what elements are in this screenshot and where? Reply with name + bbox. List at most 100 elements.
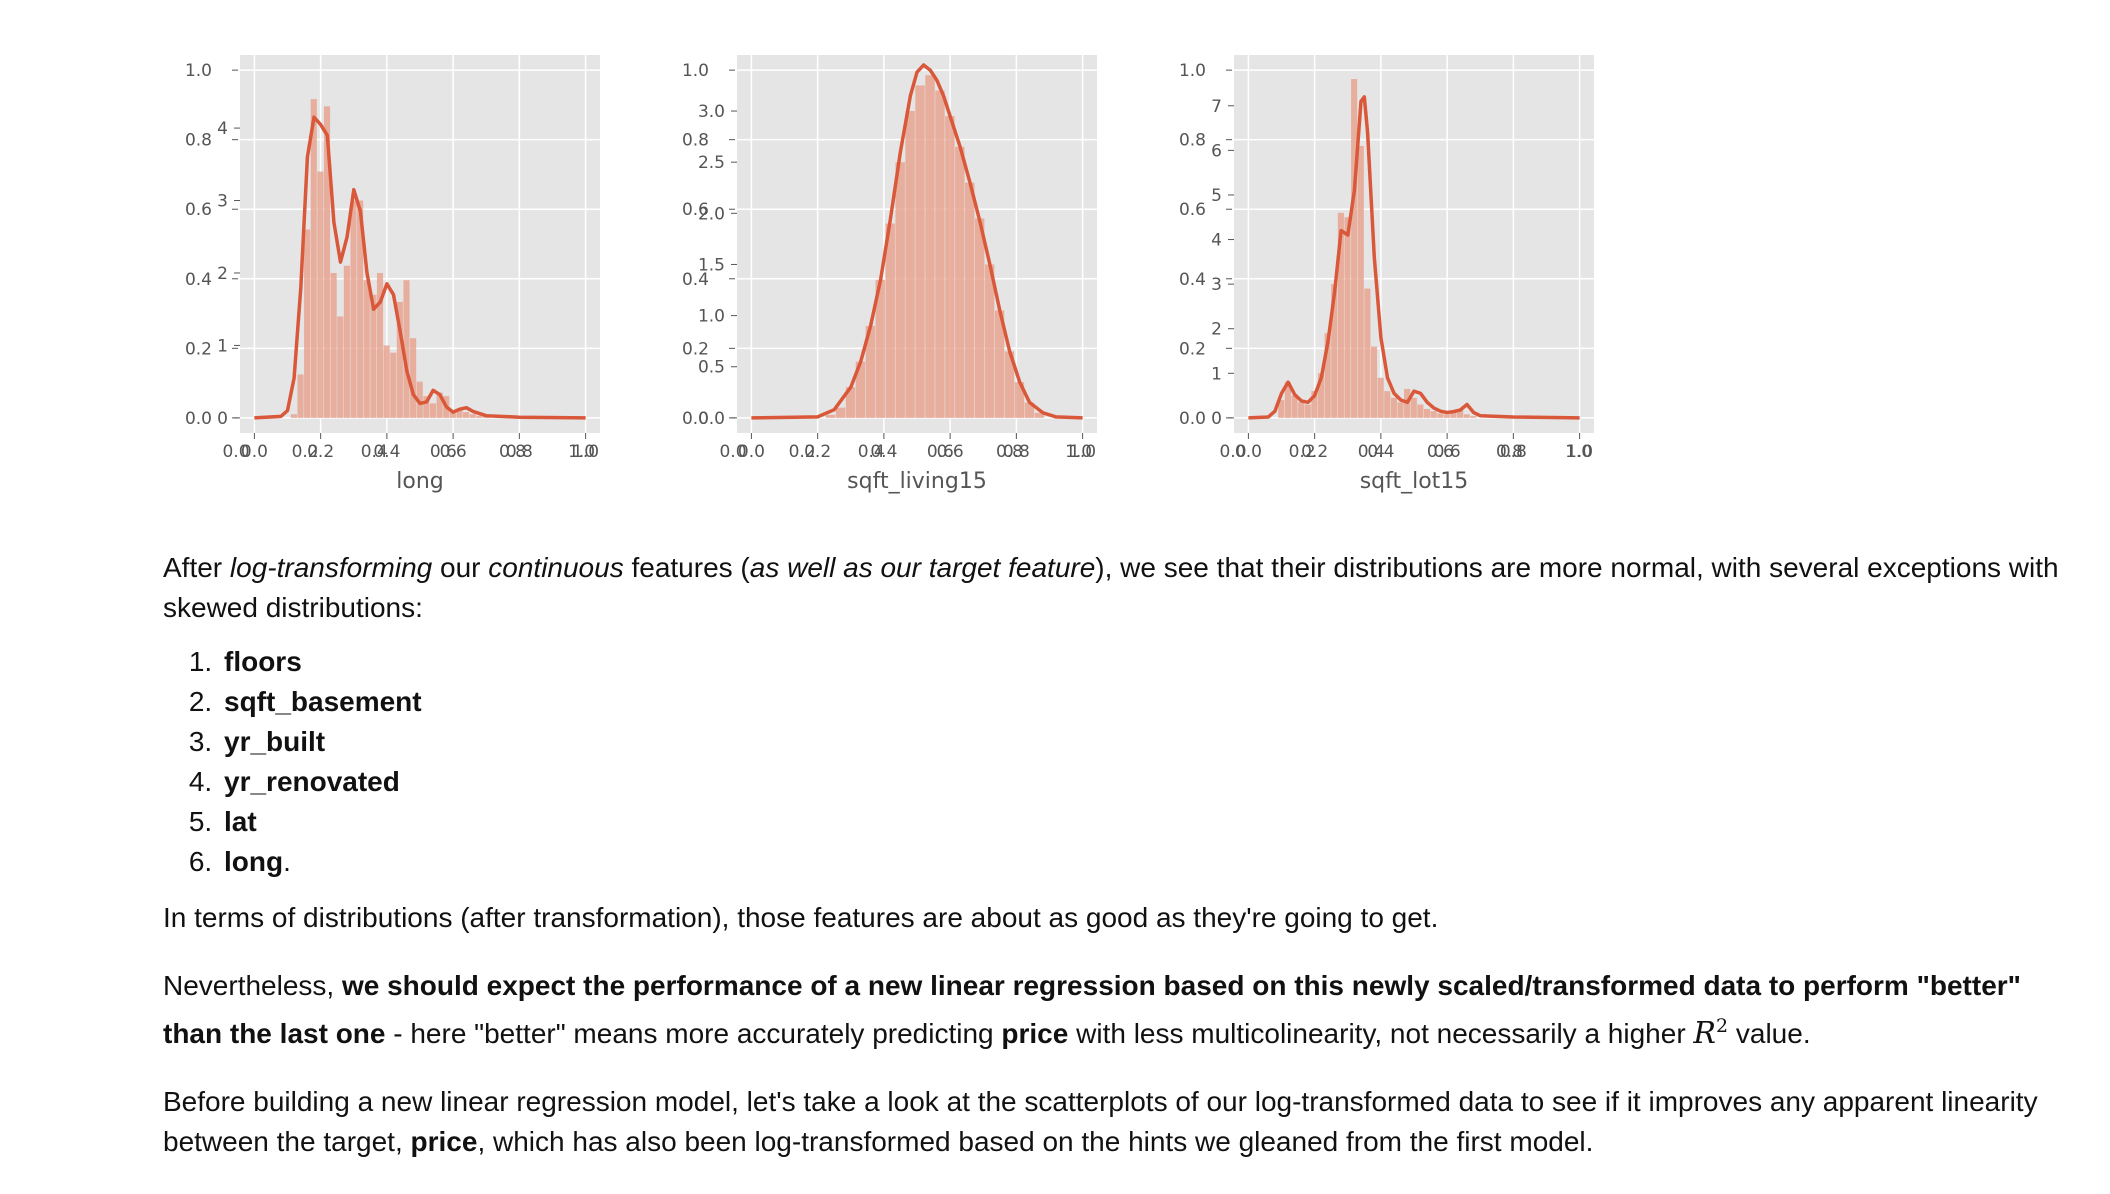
histogram-bar bbox=[1370, 346, 1378, 418]
histogram-bar bbox=[304, 229, 311, 418]
feature-name: yr_built bbox=[224, 726, 326, 757]
y-tick-label-density: 5 bbox=[1211, 186, 1222, 206]
feature-name: long bbox=[224, 846, 284, 877]
x-tick-label-overlap: 0.4 bbox=[1358, 442, 1385, 462]
y-tick-label: 0.8 bbox=[682, 131, 709, 151]
intro-paragraph: After log-transforming our continuous fe… bbox=[163, 548, 2083, 628]
text-run: , which has also been log-transformed ba… bbox=[477, 1126, 1594, 1157]
y-tick-label: 1.0 bbox=[185, 61, 212, 81]
histogram-bar bbox=[1291, 395, 1298, 418]
y-tick-label-density: 7 bbox=[1211, 97, 1222, 117]
x-tick-label: 0.4 bbox=[1367, 442, 1394, 462]
x-tick-label-overlap: 1.0 bbox=[1565, 442, 1592, 462]
histogram-bar bbox=[429, 403, 437, 418]
text-run: - here "better" means more accurately pr… bbox=[385, 1018, 1002, 1049]
histogram-bar bbox=[376, 272, 384, 418]
histogram-bar bbox=[955, 146, 965, 418]
histogram-bar bbox=[1450, 412, 1457, 418]
histogram-bar bbox=[1344, 217, 1351, 418]
histogram-bar bbox=[330, 272, 337, 418]
histogram-grid: 0.0 0.2 0.4 0.6 0.8 1.0 0 1 2 3 4 0.0 0.2 0.4 0.6 0.8 1.… bbox=[185, 55, 1594, 494]
histogram-bar bbox=[1457, 408, 1464, 418]
y-tick-label: 0.4 bbox=[1179, 270, 1206, 290]
x-tick-label: 0.0 bbox=[1235, 442, 1262, 462]
histogram-bar bbox=[855, 361, 866, 418]
math-superscript: 2 bbox=[1716, 1015, 1729, 1037]
histogram-bar bbox=[1423, 408, 1431, 418]
y-tick-label: 0.0 bbox=[185, 409, 212, 429]
emphasis: as well as our target feature bbox=[749, 552, 1096, 583]
histogram-bar bbox=[984, 264, 995, 418]
kde-curve bbox=[254, 115, 586, 420]
plot-background bbox=[1234, 55, 1594, 433]
histogram-bar bbox=[1443, 414, 1450, 418]
histogram-bar bbox=[935, 90, 945, 418]
histogram-bar bbox=[1034, 412, 1045, 418]
histogram-bar bbox=[343, 265, 350, 418]
x-tick-label: 0.6 bbox=[440, 442, 467, 462]
plot-background bbox=[240, 55, 600, 433]
histogram-bar bbox=[1014, 382, 1025, 418]
list-item: yr_renovated bbox=[220, 762, 2083, 802]
histogram-bar bbox=[396, 301, 403, 418]
text-run: After bbox=[163, 552, 230, 583]
x-tick-label: 0.6 bbox=[1434, 442, 1461, 462]
histogram-bar bbox=[1284, 382, 1291, 418]
x-tick-label: 0.2 bbox=[1301, 442, 1328, 462]
histogram-bar bbox=[1410, 397, 1417, 418]
x-tick-label-overlap: 0.0 bbox=[719, 442, 746, 462]
histogram-bar bbox=[390, 352, 397, 418]
histogram-bar bbox=[350, 200, 357, 418]
y-tick-label-density: 0 bbox=[217, 409, 228, 429]
y-tick-label-density: 2 bbox=[217, 264, 228, 284]
histogram-bar bbox=[845, 387, 856, 418]
list-item: yr_built bbox=[220, 722, 2083, 762]
y-tick-label-density: 2 bbox=[1211, 320, 1222, 340]
histogram-bar bbox=[1278, 400, 1285, 418]
r-squared-symbol: R2 bbox=[1693, 1015, 1729, 1051]
x-tick-label: 0.0 bbox=[738, 442, 765, 462]
next-step-paragraph: Before building a new linear regression … bbox=[163, 1082, 2083, 1162]
histogram-bar bbox=[865, 325, 876, 418]
histogram-bar bbox=[310, 99, 317, 418]
histogram-bar bbox=[1298, 402, 1305, 418]
histogram-bar bbox=[1357, 145, 1364, 418]
x-tick-label: 0.6 bbox=[937, 442, 964, 462]
y-tick-label: 0.2 bbox=[1179, 339, 1206, 359]
histogram-bar bbox=[416, 381, 423, 418]
histogram-bar bbox=[1430, 411, 1437, 418]
histogram-bar bbox=[885, 223, 895, 418]
histogram-bar bbox=[895, 162, 905, 418]
x-tick-label-overlap: 0.8 bbox=[996, 442, 1023, 462]
text-run: with less multicolinearity, not necessar… bbox=[1068, 1018, 1694, 1049]
histogram-bar bbox=[825, 414, 836, 418]
strong: price bbox=[1001, 1018, 1069, 1049]
histogram-bar bbox=[423, 396, 430, 418]
y-tick-label-density: 1 bbox=[1211, 364, 1222, 384]
list-item: long. bbox=[220, 842, 2083, 882]
x-tick-label-overlap: 0.0 bbox=[1219, 442, 1246, 462]
text-run: . bbox=[283, 846, 291, 877]
histogram-bar bbox=[357, 200, 364, 418]
x-tick-label: 0.4 bbox=[870, 442, 897, 462]
histogram-bar bbox=[905, 111, 915, 418]
y-tick-label-density: 2.0 bbox=[698, 204, 725, 224]
histogram-bar bbox=[1470, 416, 1477, 418]
histogram-bar bbox=[1324, 333, 1331, 418]
histogram-bar bbox=[290, 414, 297, 418]
text-run: ), we see that their distributions are m… bbox=[163, 552, 2059, 623]
histogram-bar bbox=[1004, 351, 1015, 418]
y-tick-label-density: 0.5 bbox=[698, 358, 725, 378]
histogram-bar bbox=[1463, 414, 1470, 418]
text-run: Nevertheless, bbox=[163, 970, 342, 1001]
x-tick-label-overlap: 0.6 bbox=[430, 442, 457, 462]
y-tick-label: 0.6 bbox=[682, 200, 709, 220]
list-item: floors bbox=[220, 642, 2083, 682]
y-tick-label-density: 4 bbox=[1211, 231, 1222, 251]
y-tick-label: 0.8 bbox=[185, 131, 212, 151]
x-tick-label: 0.2 bbox=[804, 442, 831, 462]
strong: price bbox=[410, 1126, 478, 1157]
y-tick-label-density: 1.0 bbox=[698, 307, 725, 327]
x-tick-label-overlap: 0.2 bbox=[292, 442, 319, 462]
